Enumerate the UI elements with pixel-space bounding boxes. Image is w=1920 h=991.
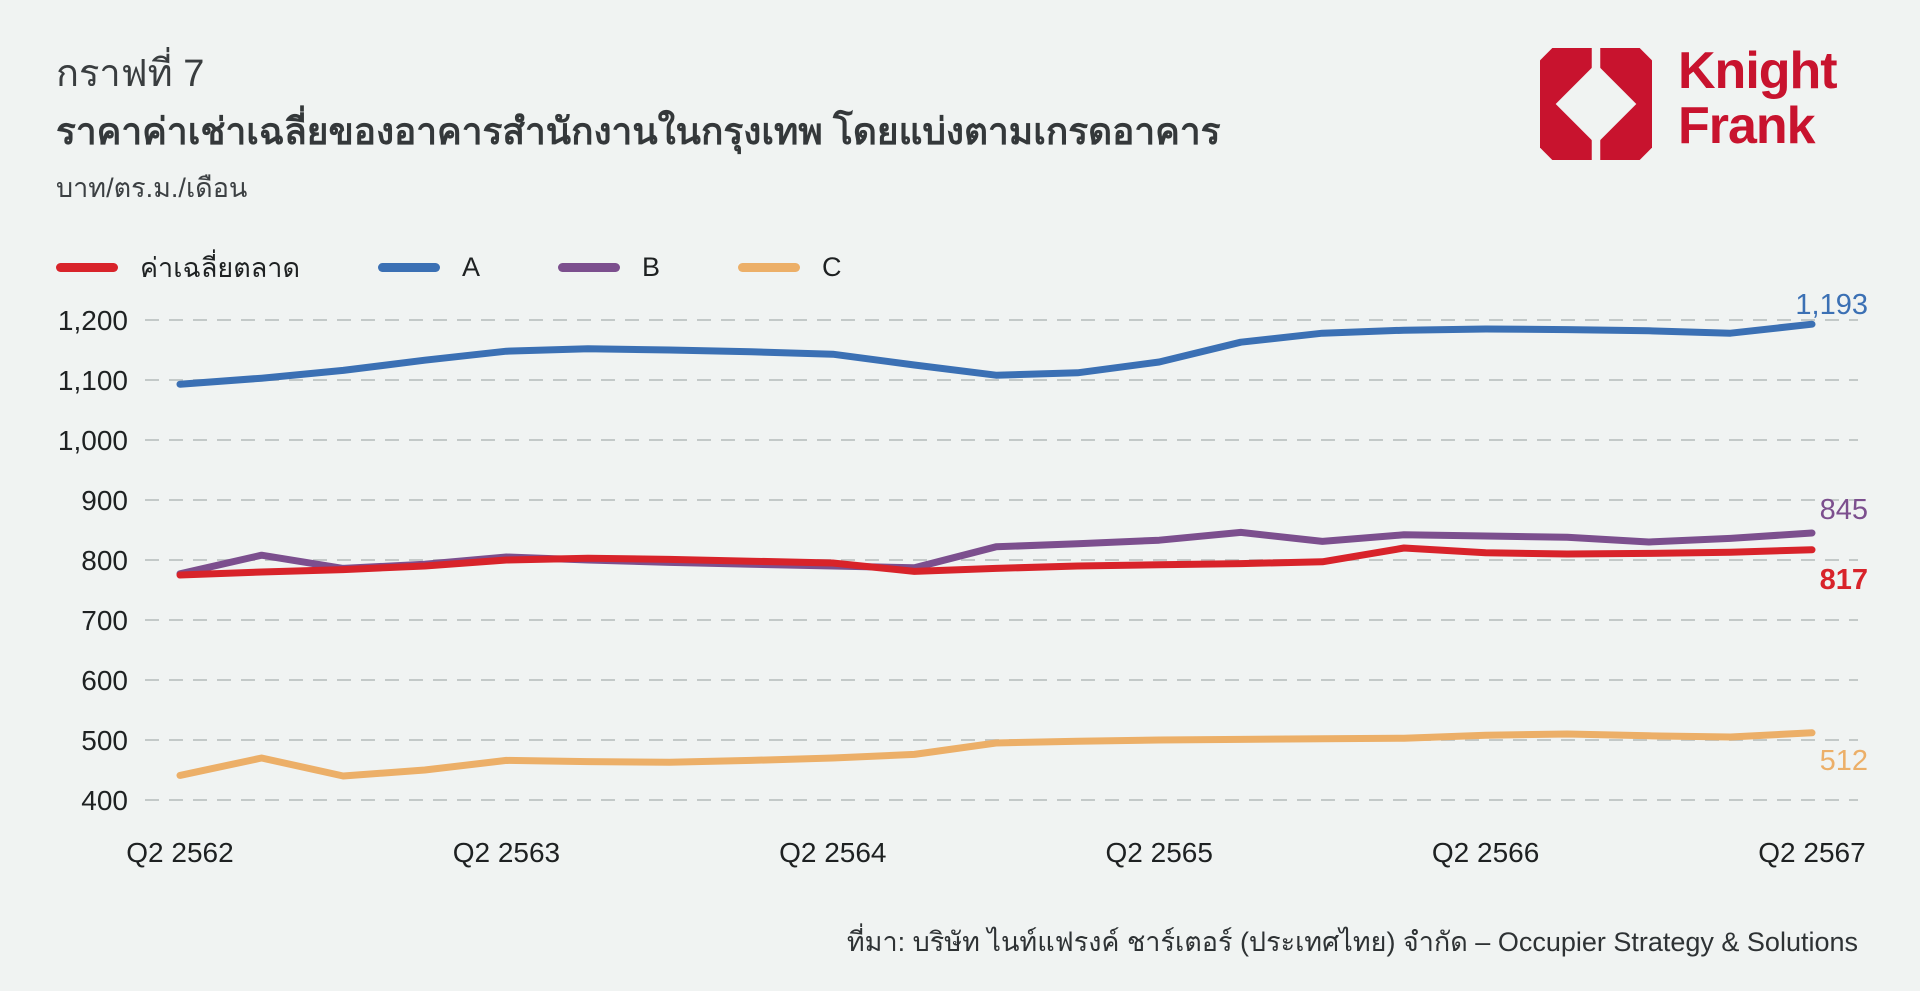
series-line-C	[176, 729, 1816, 780]
y-tick-label-1200: 1,200	[58, 305, 128, 336]
legend-item-grade-c: C	[738, 252, 842, 283]
x-tick-label-Q2-2563: Q2 2563	[453, 837, 560, 868]
knight-frank-logo: Knight Frank	[1540, 43, 1838, 160]
knight-frank-mark-icon	[1540, 48, 1652, 160]
legend-label-market-average: ค่าเฉลี่ยตลาด	[140, 253, 300, 283]
chart-number-title: กราฟที่ 7	[56, 53, 205, 95]
y-tick-label-600: 600	[81, 665, 128, 696]
series-line-A	[176, 320, 1816, 388]
x-tick-label-Q2-2564: Q2 2564	[779, 837, 886, 868]
end-value-label-B: 845	[1820, 494, 1868, 526]
y-tick-label-500: 500	[81, 725, 128, 756]
legend-swatch-grade-a	[377, 263, 440, 272]
source-attribution: ที่มา: บริษัท ไนท์แฟรงค์ ชาร์เตอร์ (ประเ…	[846, 927, 1858, 957]
y-tick-label-800: 800	[81, 545, 128, 576]
legend-label-grade-b: B	[642, 252, 661, 282]
legend-item-grade-b: B	[558, 252, 660, 283]
y-tick-label-1100: 1,100	[58, 365, 128, 396]
y-tick-label-700: 700	[81, 605, 128, 636]
legend-item-market-average: ค่าเฉลี่ยตลาด	[56, 246, 300, 289]
y-axis-unit-label: บาท/ตร.ม./เดือน	[56, 173, 248, 203]
legend-label-grade-a: A	[461, 252, 480, 282]
logo-line-1: Knight	[1678, 42, 1838, 100]
legend-swatch-grade-c	[738, 263, 801, 272]
legend-swatch-market-average	[56, 263, 118, 272]
end-value-label-C: 512	[1820, 745, 1868, 777]
x-tick-label-Q2-2565: Q2 2565	[1105, 837, 1212, 868]
knight-frank-wordmark: Knight Frank	[1678, 42, 1838, 156]
y-tick-label-1000: 1,000	[58, 425, 128, 456]
end-value-label-ค่าเฉลี่ยตลาด: 817	[1820, 564, 1868, 596]
legend-item-grade-a: A	[377, 252, 480, 283]
y-tick-label-900: 900	[81, 485, 128, 516]
x-tick-label-Q2-2562: Q2 2562	[126, 837, 233, 868]
series-line-ค่าเฉลี่ยตลาด	[176, 544, 1816, 579]
chart-legend: ค่าเฉลี่ยตลาด A B C	[56, 246, 842, 289]
logo-line-2: Frank	[1678, 97, 1816, 156]
end-value-label-A: 1,193	[1795, 289, 1868, 321]
chart-title: ราคาค่าเช่าเฉลี่ยของอาคารสำนักงานในกรุงเ…	[56, 111, 1221, 152]
legend-label-grade-c: C	[822, 252, 842, 282]
x-tick-label-Q2-2566: Q2 2566	[1432, 837, 1539, 868]
y-tick-label-400: 400	[81, 785, 128, 816]
x-tick-label-Q2-2567: Q2 2567	[1758, 837, 1865, 868]
legend-swatch-grade-b	[558, 263, 620, 272]
